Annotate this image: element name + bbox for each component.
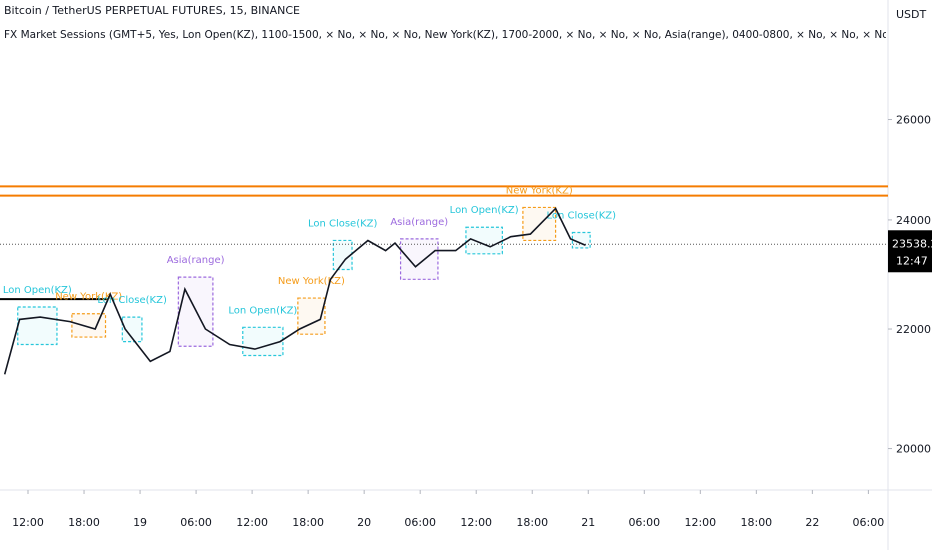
session-label: New York(KZ) xyxy=(55,292,122,303)
x-tick-label: 06:00 xyxy=(404,516,436,529)
y-tick-label: 24000.0 xyxy=(896,214,932,227)
x-tick-label: 18:00 xyxy=(740,516,772,529)
session-box xyxy=(332,239,353,271)
current-price-label: 23538.2 xyxy=(892,237,932,250)
indicator-clip: FX Market Sessions (GMT+5, Yes, Lon Open… xyxy=(4,29,932,41)
x-tick-label: 18:00 xyxy=(516,516,548,529)
session-label: Asia(range) xyxy=(390,217,448,228)
x-tick-label: 12:00 xyxy=(12,516,44,529)
price-line xyxy=(3,207,586,375)
session-box xyxy=(242,326,284,357)
x-tick-label: 19 xyxy=(133,516,147,529)
session-box xyxy=(17,306,58,346)
session-label: New York(KZ) xyxy=(278,276,345,287)
x-tick-label: 22 xyxy=(805,516,819,529)
y-tick-label: 26000.0 xyxy=(896,114,932,127)
x-tick-label: 20 xyxy=(357,516,371,529)
x-tick-label: 18:00 xyxy=(292,516,324,529)
x-tick-label: 06:00 xyxy=(853,516,885,529)
indicator-text: FX Market Sessions (GMT+5, Yes, Lon Open… xyxy=(4,29,932,41)
session-label: Lon Open(KZ) xyxy=(228,305,297,316)
x-tick-label: 12:00 xyxy=(684,516,716,529)
session-box xyxy=(465,226,503,255)
session-box xyxy=(399,238,439,280)
session-label: Lon Close(KZ) xyxy=(547,211,617,222)
x-tick-label: 06:00 xyxy=(180,516,212,529)
session-box xyxy=(71,313,107,338)
session-label: Lon Open(KZ) xyxy=(3,285,72,296)
price-tag xyxy=(888,230,932,273)
y-tick-label: 22000.0 xyxy=(896,323,932,336)
y-axis-label: USDT xyxy=(896,8,927,21)
session-label: New York(KZ) xyxy=(506,185,573,196)
y-tick-label: 20000.0 xyxy=(896,443,932,456)
x-tick-label: 12:00 xyxy=(236,516,268,529)
session-box xyxy=(121,316,143,343)
session-label: Lon Open(KZ) xyxy=(450,205,519,216)
session-label: Asia(range) xyxy=(167,255,225,266)
chart-title: Bitcoin / TetherUS PERPETUAL FUTURES, 15… xyxy=(4,4,300,17)
countdown-label: 12:47 xyxy=(896,254,928,267)
x-tick-label: 21 xyxy=(581,516,595,529)
session-label: Lon Close(KZ) xyxy=(308,218,378,229)
x-tick-label: 18:00 xyxy=(68,516,100,529)
x-tick-label: 12:00 xyxy=(460,516,492,529)
session-label: Lon Close(KZ) xyxy=(97,295,167,306)
x-tick-label: 06:00 xyxy=(628,516,660,529)
